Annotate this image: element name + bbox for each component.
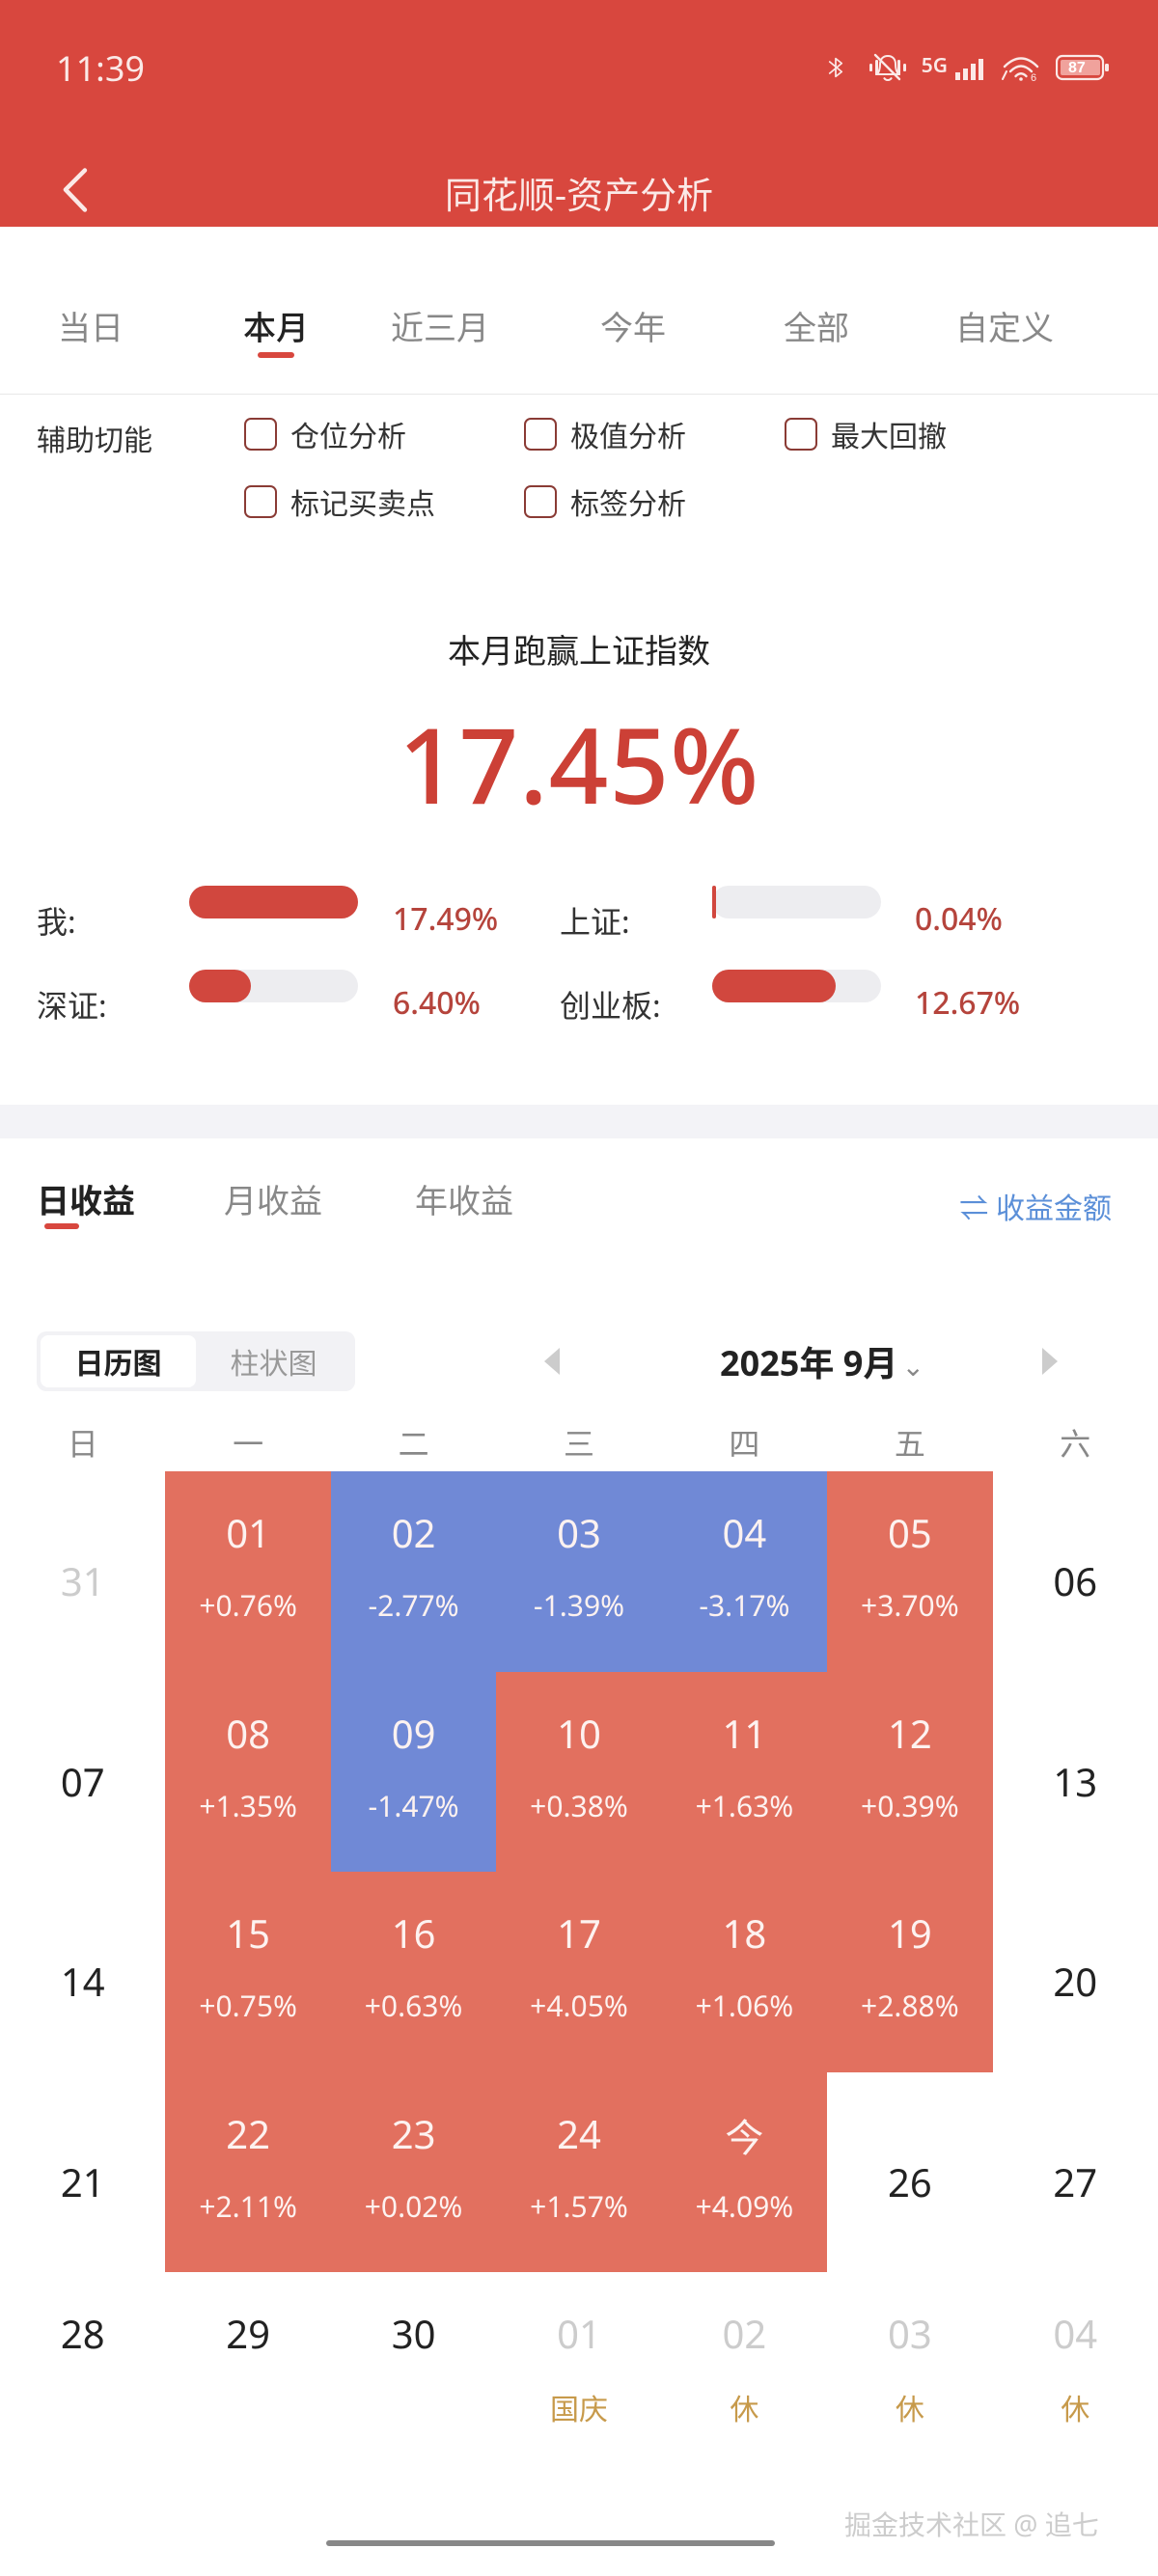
svg-text:87: 87 bbox=[1068, 60, 1086, 76]
svg-text:6: 6 bbox=[1031, 72, 1036, 82]
